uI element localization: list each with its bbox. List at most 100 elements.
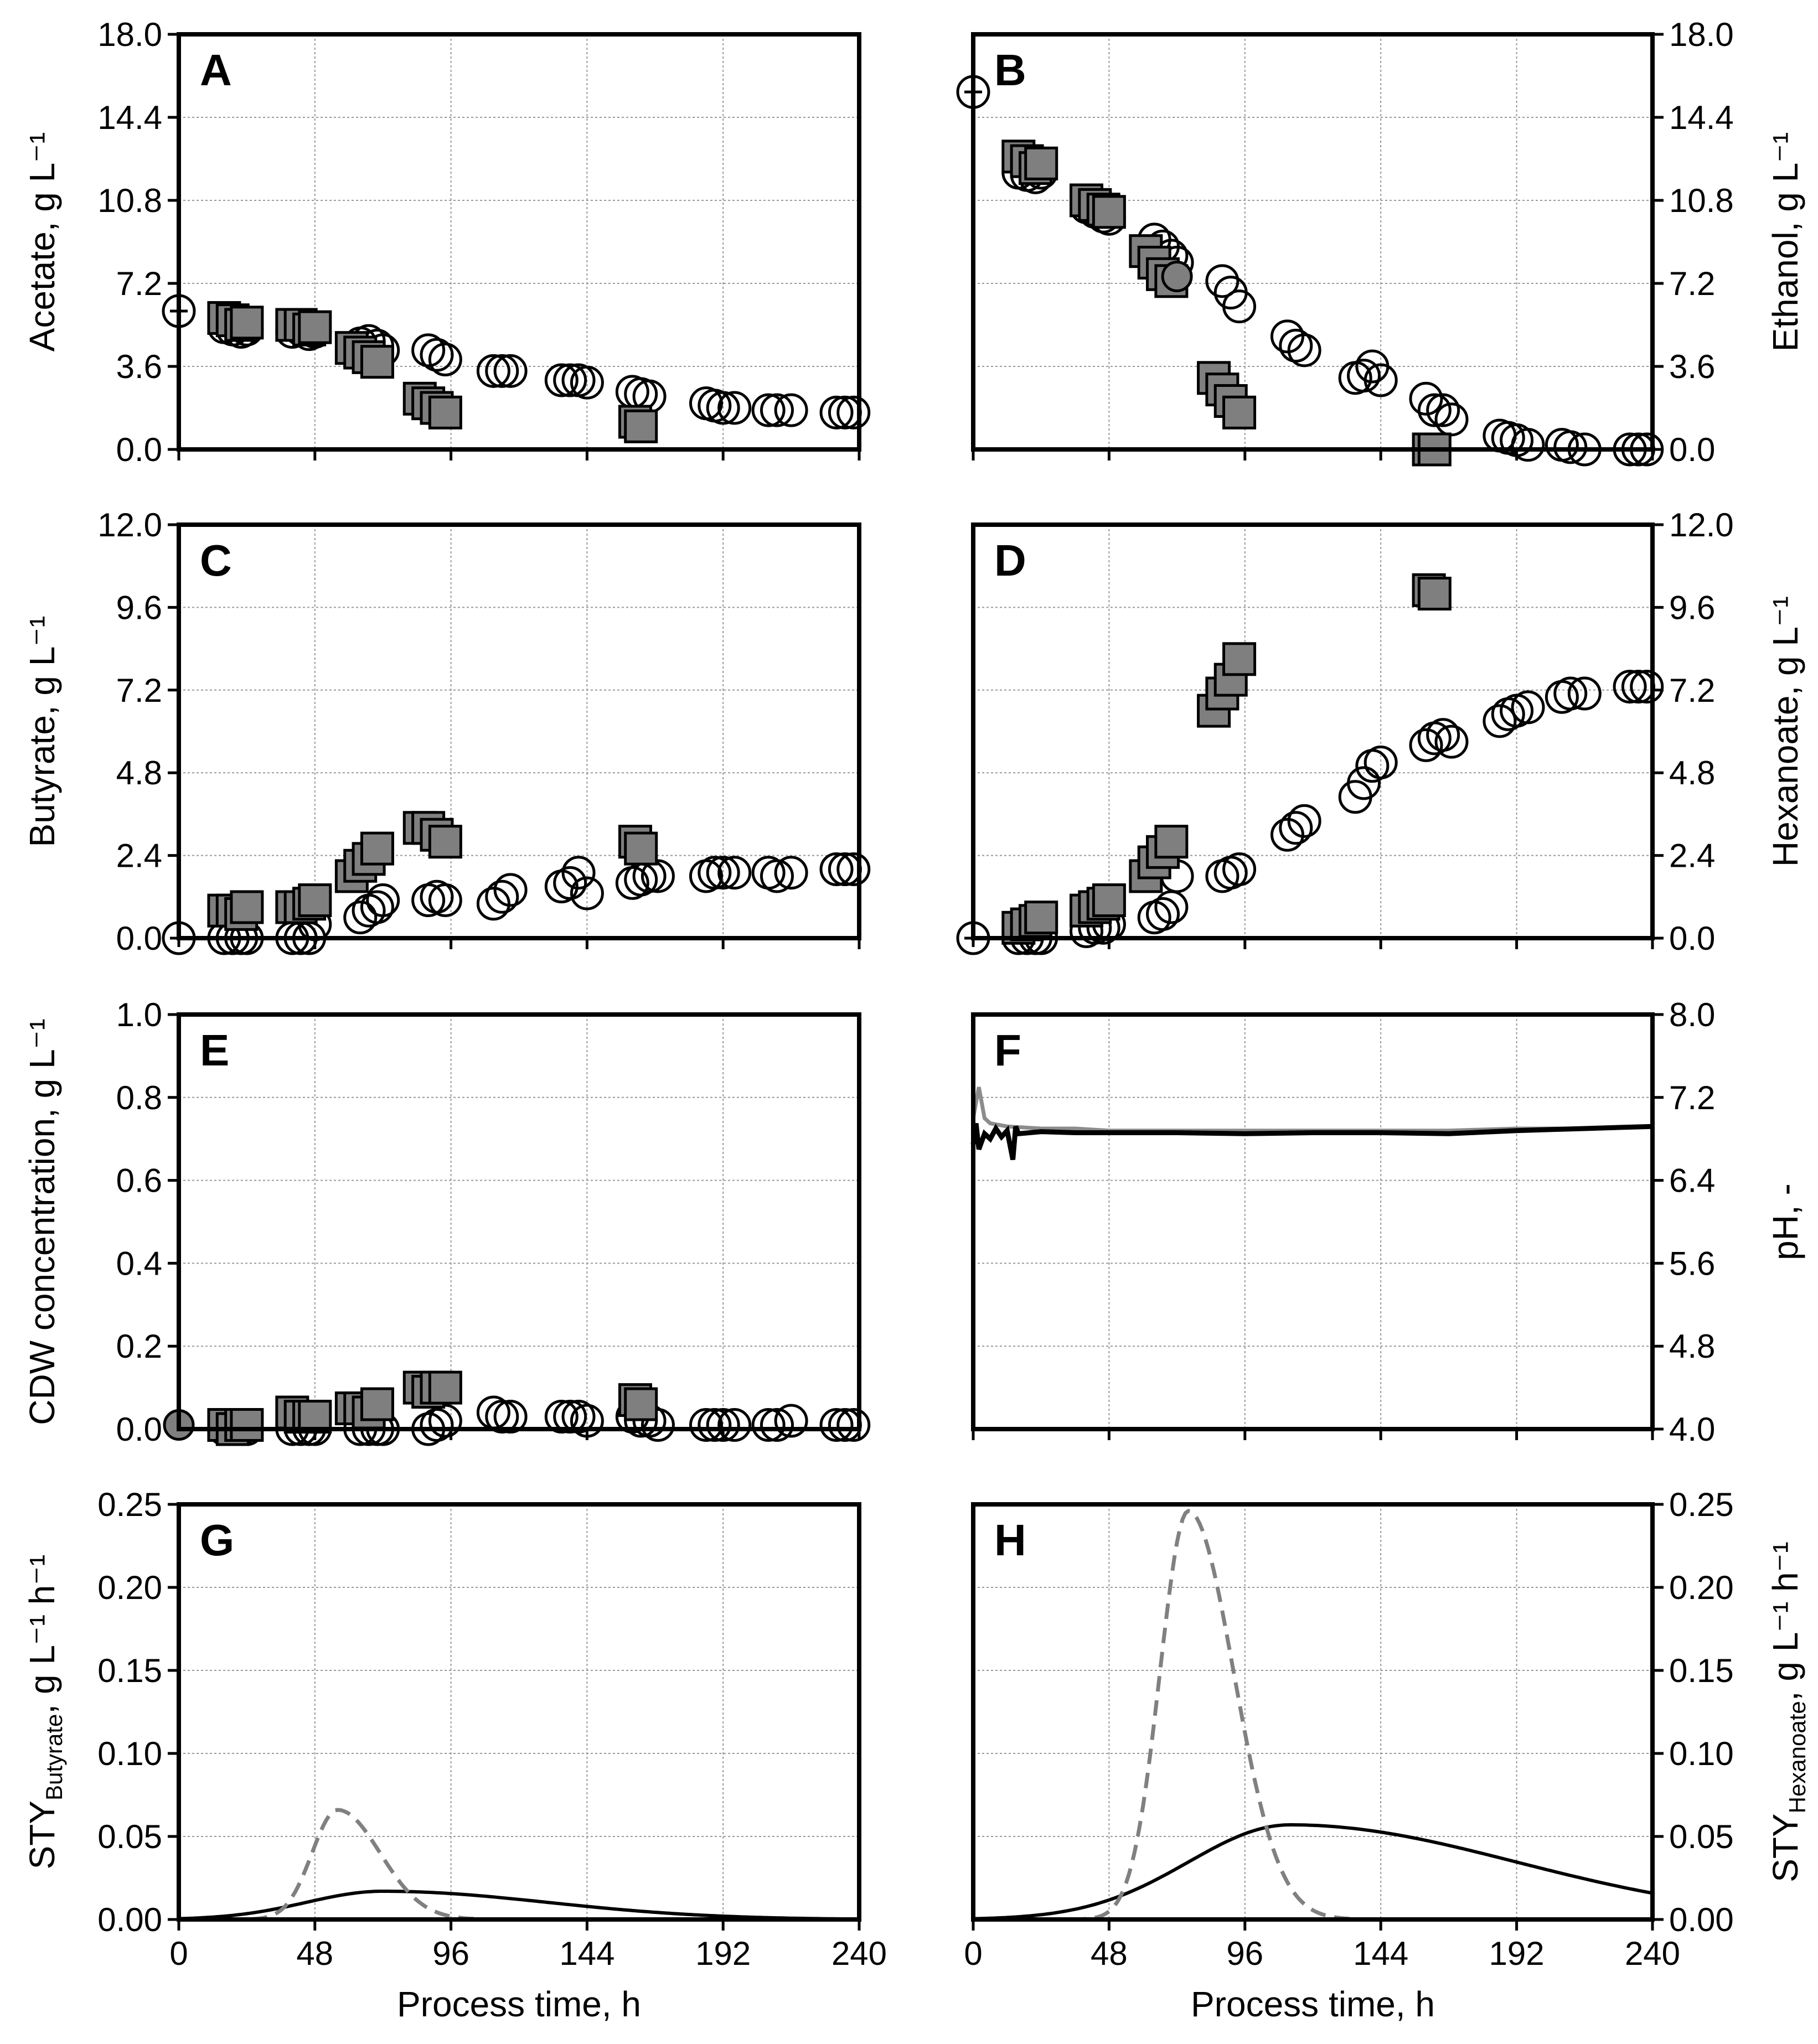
y-tick-label: 0.10 xyxy=(1669,1735,1734,1772)
data-point-circle xyxy=(485,879,519,914)
x-tick-label: 144 xyxy=(559,1935,614,1972)
data-point-circle xyxy=(476,354,510,388)
data-point-circle xyxy=(1409,728,1443,762)
y-tick-label: 0.0 xyxy=(116,1411,162,1448)
x-tick-label: 192 xyxy=(1489,1935,1545,1972)
data-point-circle xyxy=(1434,725,1469,759)
data-point-square xyxy=(428,395,462,430)
data-point-circle xyxy=(1553,430,1588,464)
data-point-circle xyxy=(1613,670,1647,704)
data-point-square xyxy=(230,306,264,340)
data-point-circle xyxy=(493,354,528,388)
data-point-circle xyxy=(553,1400,587,1434)
data-point-circle xyxy=(1426,718,1460,752)
y-tick-label: 12.0 xyxy=(1669,506,1734,544)
panel-letter: B xyxy=(994,45,1026,95)
plot-frame xyxy=(971,522,1655,940)
panel-letter: A xyxy=(200,45,232,95)
panel-letter: C xyxy=(200,536,232,585)
data-point-circle xyxy=(1417,393,1452,427)
y-tick-label: 0.05 xyxy=(1669,1818,1734,1855)
y-tick-label: 0.25 xyxy=(97,1486,162,1523)
y-tick-label: 4.8 xyxy=(1669,754,1715,791)
data-point-circle xyxy=(428,1404,462,1438)
data-point-circle xyxy=(819,395,854,430)
y-tick-label: 18.0 xyxy=(97,16,162,53)
y-tick-label: 0.00 xyxy=(97,1901,162,1938)
y-tick-label: 9.6 xyxy=(116,589,162,626)
data-point-square xyxy=(298,883,332,918)
series-line-solid xyxy=(178,1890,859,1921)
panel-letter: D xyxy=(994,536,1026,585)
data-point-circle xyxy=(561,856,596,890)
data-point-circle xyxy=(774,856,808,890)
data-point-circle xyxy=(1483,704,1517,738)
y-tick-label: 9.6 xyxy=(1669,589,1715,626)
series-line-solid xyxy=(973,1823,1653,1921)
data-point-circle xyxy=(544,363,579,397)
y-axis-label: STYHexanoate, g L⁻¹ h⁻¹ xyxy=(1765,1541,1810,1882)
y-axis-label: Butyrate, g L⁻¹ xyxy=(22,616,62,847)
x-tick-label: 96 xyxy=(1226,1935,1263,1972)
data-point-square xyxy=(1092,195,1126,229)
data-point-circle xyxy=(1511,428,1545,462)
data-point-square xyxy=(1154,825,1189,859)
data-point-grey-circle xyxy=(1161,261,1193,292)
y-tick-label: 0.15 xyxy=(97,1652,162,1689)
data-point-circle xyxy=(1270,817,1304,852)
y-tick-label: 0.0 xyxy=(1669,920,1715,957)
plot-frame xyxy=(971,1502,1655,1922)
data-point-circle xyxy=(819,852,854,886)
y-tick-label: 14.4 xyxy=(1669,99,1734,136)
data-point-square xyxy=(360,345,394,379)
y-tick-label: 5.6 xyxy=(1669,1245,1715,1282)
data-point-circle xyxy=(360,890,394,924)
y-tick-label: 7.2 xyxy=(1669,1079,1715,1116)
y-tick-label: 18.0 xyxy=(1669,16,1734,53)
data-point-circle xyxy=(828,852,862,886)
x-axis-label: Process time, h xyxy=(1191,1984,1435,2024)
data-point-circle xyxy=(1630,670,1664,704)
data-point-square xyxy=(428,1370,462,1405)
data-point-circle xyxy=(1222,852,1257,886)
data-point-square xyxy=(230,1408,264,1442)
data-point-circle xyxy=(553,363,587,397)
data-point-circle xyxy=(1434,402,1469,437)
data-point-circle xyxy=(1347,766,1381,800)
data-point-circle xyxy=(751,393,786,427)
y-tick-label: 6.4 xyxy=(1669,1162,1715,1199)
data-point-circle xyxy=(717,391,752,425)
data-point-square xyxy=(360,831,394,866)
plot-frame xyxy=(177,1502,861,1922)
y-tick-label: 7.2 xyxy=(1669,672,1715,709)
x-tick-label: 240 xyxy=(831,1935,887,1972)
data-point-circle xyxy=(698,1408,732,1442)
y-axis-label: STYButyrate, g L⁻¹ h⁻¹ xyxy=(22,1555,67,1870)
panel-letter: G xyxy=(200,1515,234,1565)
data-point-circle xyxy=(689,1408,723,1442)
data-point-circle xyxy=(420,338,454,372)
y-axis-label: CDW concentration, g L⁻¹ xyxy=(22,1018,62,1425)
y-tick-label: 4.8 xyxy=(1669,1328,1715,1365)
data-point-circle xyxy=(760,393,794,427)
y-tick-label: 0.05 xyxy=(97,1818,162,1855)
y-tick-label: 0.10 xyxy=(97,1735,162,1772)
y-tick-label: 0.00 xyxy=(1669,1901,1734,1938)
x-tick-label: 0 xyxy=(964,1935,982,1972)
data-point-circle xyxy=(774,393,808,427)
data-point-square xyxy=(624,409,658,443)
y-tick-label: 4.8 xyxy=(116,754,162,791)
data-point-circle xyxy=(1154,890,1189,924)
data-point-circle xyxy=(343,901,378,935)
data-point-circle xyxy=(1287,804,1321,838)
y-tick-label: 10.8 xyxy=(1669,182,1734,219)
data-point-circle xyxy=(544,1400,579,1434)
x-tick-label: 96 xyxy=(432,1935,469,1972)
panel-letter: F xyxy=(994,1026,1021,1075)
y-tick-label: 0.8 xyxy=(116,1079,162,1116)
y-tick-label: 10.8 xyxy=(97,182,162,219)
data-point-circle xyxy=(836,1408,871,1442)
data-point-square xyxy=(624,831,658,866)
y-tick-label: 0.15 xyxy=(1669,1652,1734,1689)
data-point-circle xyxy=(828,1408,862,1442)
